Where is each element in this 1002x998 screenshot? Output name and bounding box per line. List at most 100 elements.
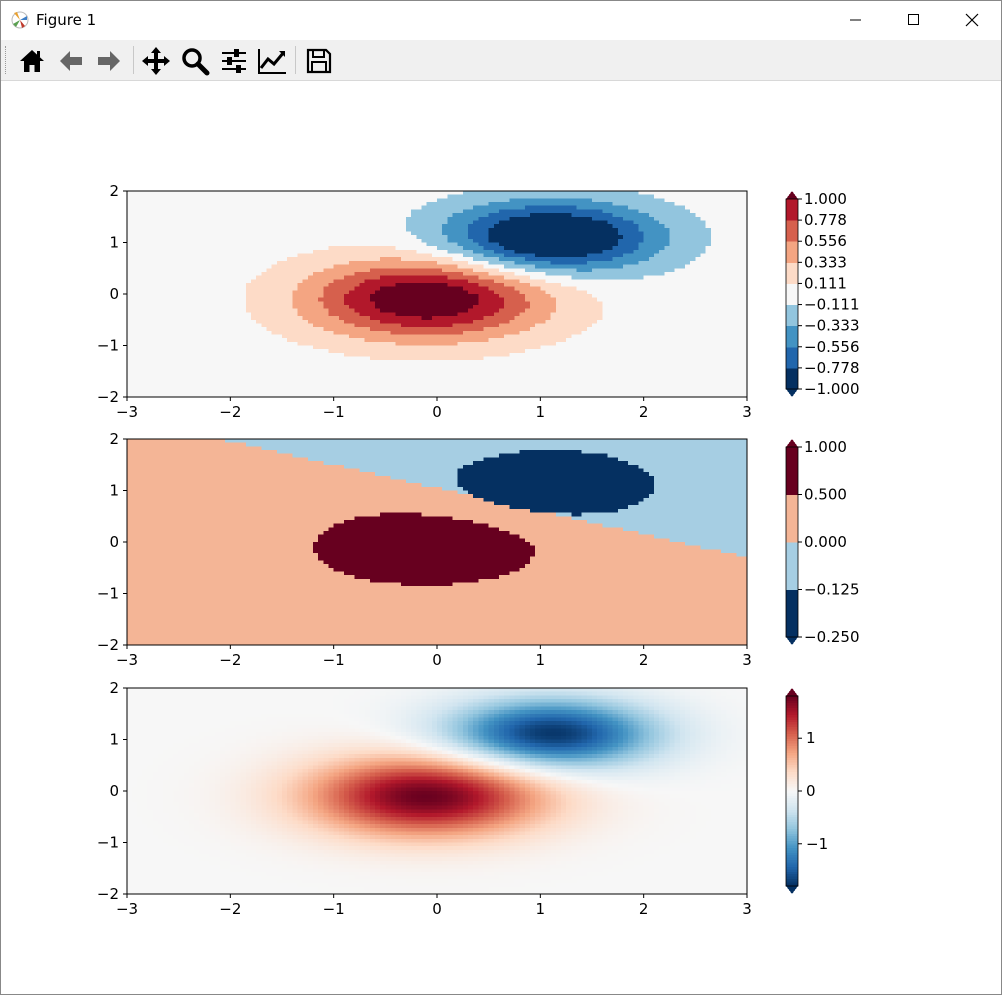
maximize-button[interactable] [885,1,943,39]
heatmap-cell [421,216,428,222]
heatmap-cell [189,312,195,317]
heatmap-cell [163,260,169,266]
heatmap-cell [344,227,350,233]
heatmap-cell [674,282,681,288]
heatmap-cell [173,242,180,247]
heatmap-cell [514,242,521,247]
heatmap-cell [178,235,185,240]
heatmap-cell [700,213,707,218]
heatmap-cell [168,308,175,313]
heatmap-cell [597,268,603,273]
heatmap-cell [333,205,340,210]
heatmap-cell [323,191,330,196]
heatmap-cell [462,191,469,196]
heatmap-cell [654,191,660,196]
heatmap-cell [266,323,273,328]
heatmap-cell [478,330,485,336]
heatmap-cell [514,330,521,336]
heatmap-cell [561,338,567,343]
heatmap-cell [416,282,423,288]
heatmap-cell [359,213,366,218]
zoom-button[interactable] [178,44,212,78]
heatmap-cell [369,319,376,325]
heatmap-cell [359,191,366,196]
heatmap-cell [189,257,195,262]
heatmap-cell [142,301,149,306]
heatmap-cell [690,275,696,280]
heatmap-cell [519,308,526,313]
heatmap-cell [318,202,324,207]
heatmap-cell [550,294,557,299]
heatmap-cell [690,316,696,321]
heatmap-cell [705,330,712,336]
heatmap-cell [710,249,717,255]
heatmap-cell [323,275,330,280]
heatmap-cell [163,227,169,233]
heatmap-cell [664,312,671,317]
toolbar-grip[interactable] [5,46,9,74]
heatmap-cell [137,316,144,321]
heatmap-cell [183,301,190,306]
heatmap-cell [204,279,211,284]
heatmap-cell [499,253,505,258]
heatmap-cell [137,301,144,306]
heatmap-cell [426,202,433,207]
customize-button[interactable] [255,44,289,78]
heatmap-cell [716,286,722,291]
heatmap-cell [716,264,722,269]
heatmap-cell [364,238,371,244]
forward-button[interactable] [92,44,126,78]
heatmap-cell [478,282,485,288]
heatmap-cell [194,202,200,207]
heatmap-cell [245,216,252,222]
heatmap-cell [483,279,490,284]
heatmap-cell [380,191,386,196]
heatmap-cell [375,308,381,313]
heatmap-cell [292,213,299,218]
heatmap-cell [251,316,257,321]
heatmap-cell [736,338,743,343]
heatmap-cell [607,323,614,328]
heatmap-cell [323,271,330,277]
heatmap-cell [638,330,645,336]
heatmap-cell [726,268,733,273]
heatmap-cell [700,271,707,277]
heatmap-cell [623,334,629,339]
heatmap-cell [607,338,614,343]
pan-button[interactable] [139,44,173,78]
heatmap-cell [731,305,738,310]
save-button[interactable] [302,44,336,78]
heatmap-cell [669,202,676,207]
heatmap-cell [173,205,180,210]
minimize-button[interactable] [827,1,885,39]
heatmap-cell [142,238,149,244]
heatmap-cell [328,290,335,295]
heatmap-cell [406,271,412,277]
heatmap-cell [623,253,629,258]
heatmap-cell [659,198,665,203]
close-button[interactable] [943,1,1001,39]
heatmap-cell [380,330,386,336]
heatmap-cell [369,191,376,196]
heatmap-cell [674,253,681,258]
heatmap-cell [437,279,443,284]
heatmap-cell [535,202,541,207]
heatmap-cell [679,246,686,251]
subplots-button[interactable] [217,44,251,78]
heatmap-cell [607,327,614,332]
figure-canvas[interactable]: −3 −2 −1 0 1 2 3 −2 −1 0 1 2 1.000 0.778 0.556 0.333 0.1… [1,81,1001,994]
heatmap-cell [514,227,521,233]
heatmap-cell [364,220,371,225]
heatmap-cell [152,260,159,266]
back-button[interactable] [54,44,88,78]
heatmap-cell [338,205,345,210]
heatmap-cell [421,242,428,247]
heatmap-cell [390,238,397,244]
heatmap-cell [406,282,412,288]
heatmap-cell [426,198,433,203]
heatmap-cell [338,253,345,258]
home-button[interactable] [15,44,49,78]
heatmap-cell [628,194,634,199]
heatmap-cell [152,224,159,229]
